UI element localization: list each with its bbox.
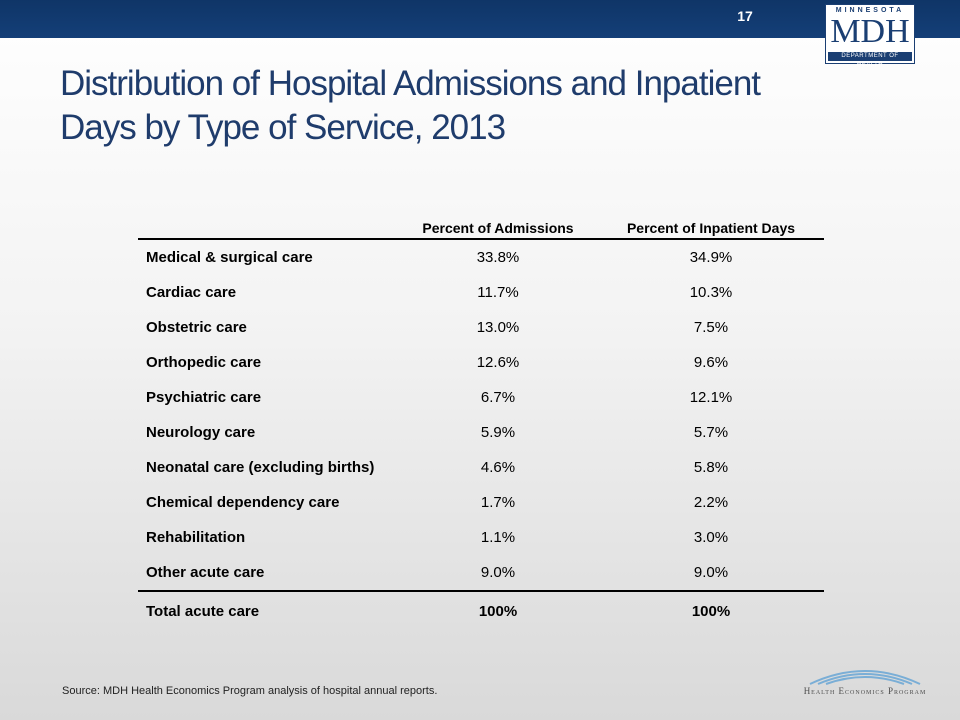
- service-name: Rehabilitation: [146, 529, 246, 546]
- admissions-value: 1.1%: [480, 529, 516, 546]
- table-row: Cardiac care 11.7% 10.3%: [138, 275, 824, 310]
- admissions-value: 5.9%: [480, 424, 516, 441]
- health-economics-program-logo: Health Economics Program: [790, 662, 940, 702]
- inpatient-days-value: 9.0%: [693, 564, 729, 581]
- header-inpatient-days: Percent of Inpatient Days: [626, 220, 796, 236]
- logo-bottom-text: DEPARTMENT OF HEALTH: [828, 52, 912, 68]
- admissions-value: 11.7%: [477, 284, 519, 301]
- inpatient-days-value: 12.1%: [689, 389, 733, 406]
- total-label: Total acute care: [146, 602, 260, 620]
- table-row: Neonatal care (excluding births) 4.6% 5.…: [138, 450, 824, 485]
- table-total-row: Total acute care 100% 100%: [138, 591, 824, 630]
- admissions-value: 33.8%: [476, 249, 520, 266]
- logo-top-text: MINNESOTA: [835, 7, 905, 14]
- service-name: Obstetric care: [146, 319, 247, 336]
- service-name: Neonatal care (excluding births): [146, 459, 375, 476]
- inpatient-days-value: 10.3%: [689, 284, 733, 301]
- inpatient-days-value: 3.0%: [693, 529, 729, 546]
- table-row: Other acute care 9.0% 9.0%: [138, 555, 824, 591]
- inpatient-days-value: 9.6%: [693, 354, 729, 371]
- total-admissions-value: 100%: [478, 602, 518, 620]
- header-bar: 17: [0, 0, 960, 38]
- source-note: Source: MDH Health Economics Program ana…: [62, 685, 438, 697]
- admissions-value: 13.0%: [476, 319, 520, 336]
- mdh-logo: MINNESOTA MDH DEPARTMENT OF HEALTH: [825, 4, 915, 68]
- service-name: Neurology care: [146, 424, 256, 441]
- arc-logo-icon: [809, 670, 921, 685]
- total-inpatient-days-value: 100%: [691, 602, 731, 620]
- service-distribution-table: Percent of Admissions Percent of Inpatie…: [138, 180, 824, 630]
- slide-number: 17: [737, 8, 753, 24]
- service-name: Orthopedic care: [146, 354, 262, 371]
- admissions-value: 1.7%: [480, 494, 516, 511]
- table-row: Medical & surgical care 33.8% 34.9%: [138, 239, 824, 275]
- inpatient-days-value: 5.7%: [693, 424, 729, 441]
- table-row: Neurology care 5.9% 5.7%: [138, 415, 824, 450]
- inpatient-days-value: 2.2%: [693, 494, 729, 511]
- footer-logo-text: Health Economics Program: [803, 686, 927, 696]
- admissions-value: 4.6%: [480, 459, 516, 476]
- logo-main-text: MDH: [830, 13, 910, 50]
- service-name: Other acute care: [146, 564, 265, 581]
- header-admissions: Percent of Admissions: [422, 220, 574, 236]
- admissions-value: 6.7%: [480, 389, 516, 406]
- service-name: Chemical dependency care: [146, 494, 340, 511]
- table-header-row: Percent of Admissions Percent of Inpatie…: [138, 180, 824, 239]
- table-row: Psychiatric care 6.7% 12.1%: [138, 380, 824, 415]
- service-name: Psychiatric care: [146, 389, 262, 406]
- inpatient-days-value: 34.9%: [689, 249, 733, 266]
- inpatient-days-value: 5.8%: [693, 459, 729, 476]
- header-service: [138, 180, 398, 239]
- inpatient-days-value: 7.5%: [693, 319, 729, 336]
- table-row: Orthopedic care 12.6% 9.6%: [138, 345, 824, 380]
- admissions-value: 9.0%: [480, 564, 516, 581]
- service-name: Cardiac care: [146, 284, 237, 301]
- table-row: Rehabilitation 1.1% 3.0%: [138, 520, 824, 555]
- service-name: Medical & surgical care: [146, 249, 313, 266]
- table-row: Obstetric care 13.0% 7.5%: [138, 310, 824, 345]
- admissions-value: 12.6%: [476, 354, 520, 371]
- slide-title: Distribution of Hospital Admissions and …: [60, 64, 761, 147]
- table-row: Chemical dependency care 1.7% 2.2%: [138, 485, 824, 520]
